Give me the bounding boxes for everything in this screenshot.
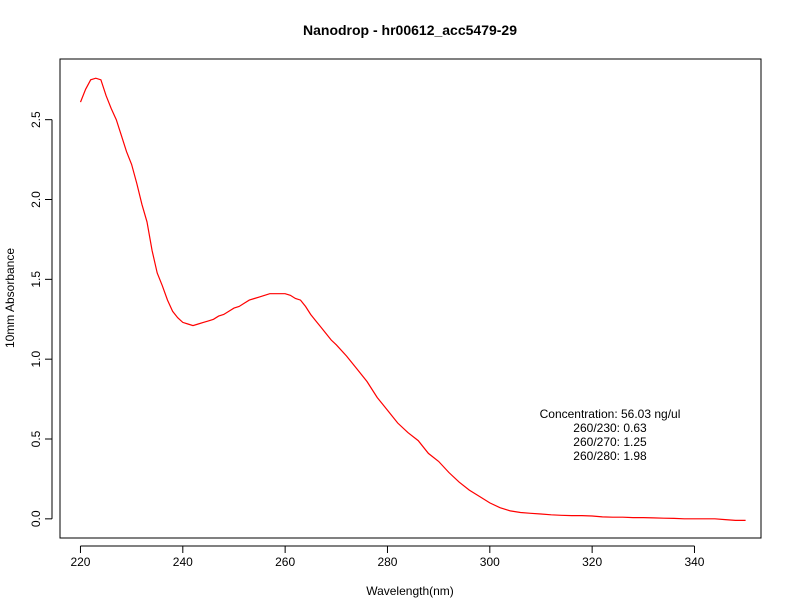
ratio-260-270-label: 260/270: 1.25 (573, 435, 647, 449)
ratio-260-280-label: 260/280: 1.98 (573, 449, 647, 463)
plot-frame (59, 58, 762, 539)
x-tick-label: 220 (70, 555, 90, 569)
y-axis: 0.0 0.5 1.0 1.5 2.0 2.5 (29, 111, 53, 527)
y-tick-label: 1.5 (29, 271, 43, 288)
y-tick-label: 0.5 (29, 430, 43, 447)
x-tick-label: 280 (377, 555, 397, 569)
absorbance-series-line (79, 77, 746, 521)
x-tick-label: 260 (275, 555, 295, 569)
concentration-label: Concentration: 56.03 ng/ul (540, 407, 681, 421)
y-tick-label: 0.0 (29, 510, 43, 527)
x-tick-label: 300 (480, 555, 500, 569)
y-axis-label: 10mm Absorbance (3, 248, 17, 348)
x-axis: 220 240 260 280 300 320 340 (70, 545, 705, 569)
y-tick-label: 2.0 (29, 191, 43, 208)
ratio-260-230-label: 260/230: 0.63 (573, 421, 647, 435)
chart-title: Nanodrop - hr00612_acc5479-29 (303, 22, 517, 38)
x-tick-label: 320 (582, 555, 602, 569)
x-tick-label: 240 (173, 555, 193, 569)
y-tick-label: 1.0 (29, 351, 43, 368)
x-tick-label: 340 (684, 555, 704, 569)
y-tick-label: 2.5 (29, 111, 43, 128)
stats-annotation: Concentration: 56.03 ng/ul 260/230: 0.63… (540, 407, 681, 463)
x-axis-label: Wavelength(nm) (366, 584, 454, 598)
